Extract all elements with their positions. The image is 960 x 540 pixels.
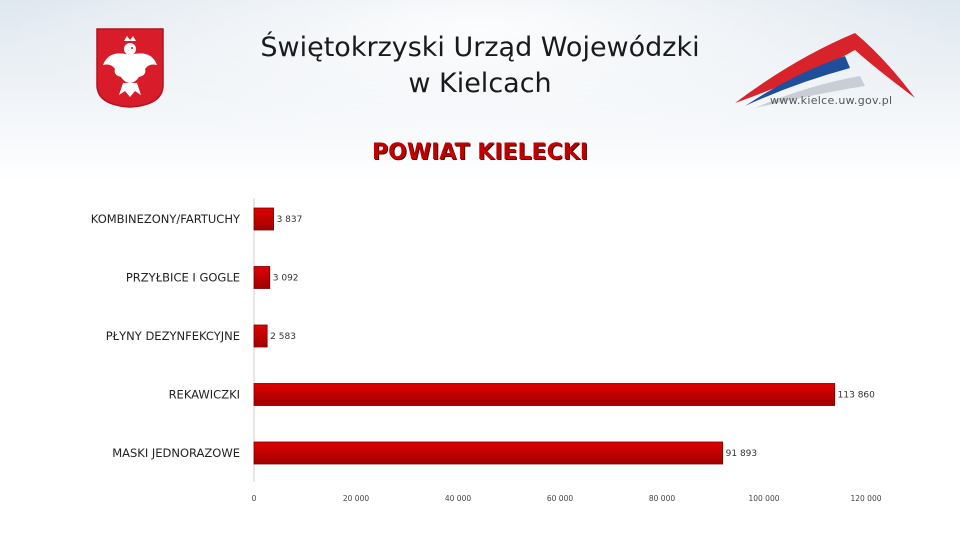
bar (253, 324, 268, 348)
bar (253, 383, 836, 406)
data-label: 91 893 (726, 449, 758, 459)
x-tick-label: 40 000 (445, 494, 471, 503)
category-label: KOMBINEZONY/FARTUCHY (91, 212, 241, 226)
website-logo-icon (735, 33, 915, 108)
x-tick-label: 100 000 (748, 494, 779, 503)
data-label: 3 837 (277, 215, 303, 225)
category-label: REKAWICZKI (169, 388, 240, 402)
office-title: Świętokrzyski Urząd Wojewódzki w Kielcac… (220, 30, 740, 102)
data-label: 3 092 (273, 274, 299, 284)
x-tick-label: 0 (252, 494, 257, 503)
office-title-line1: Świętokrzyski Urząd Wojewódzki (260, 32, 700, 63)
category-label: PŁYNY DEZYNFEKCYJNE (106, 329, 240, 343)
x-tick-label: 60 000 (547, 494, 573, 503)
polish-eagle-emblem-icon (96, 28, 164, 108)
bar (253, 441, 724, 465)
bar (253, 207, 274, 231)
bar (253, 266, 271, 289)
x-tick-label: 80 000 (649, 494, 675, 503)
website-url: www.kielce.uw.gov.pl (770, 94, 893, 107)
office-title-line2: w Kielcach (408, 68, 552, 99)
chart-title: POWIAT KIELECKI (372, 140, 588, 165)
bar-chart: KOMBINEZONY/FARTUCHY 3 837 PRZYŁBICE I GOG… (91, 198, 882, 503)
x-tick-label: 20 000 (343, 494, 369, 503)
data-label: 2 583 (270, 332, 296, 342)
category-label: PRZYŁBICE I GOGLE (126, 271, 240, 285)
x-tick-label: 120 000 (850, 494, 881, 503)
data-label: 113 860 (838, 391, 875, 401)
category-label: MASKI JEDNORAZOWE (112, 446, 240, 460)
